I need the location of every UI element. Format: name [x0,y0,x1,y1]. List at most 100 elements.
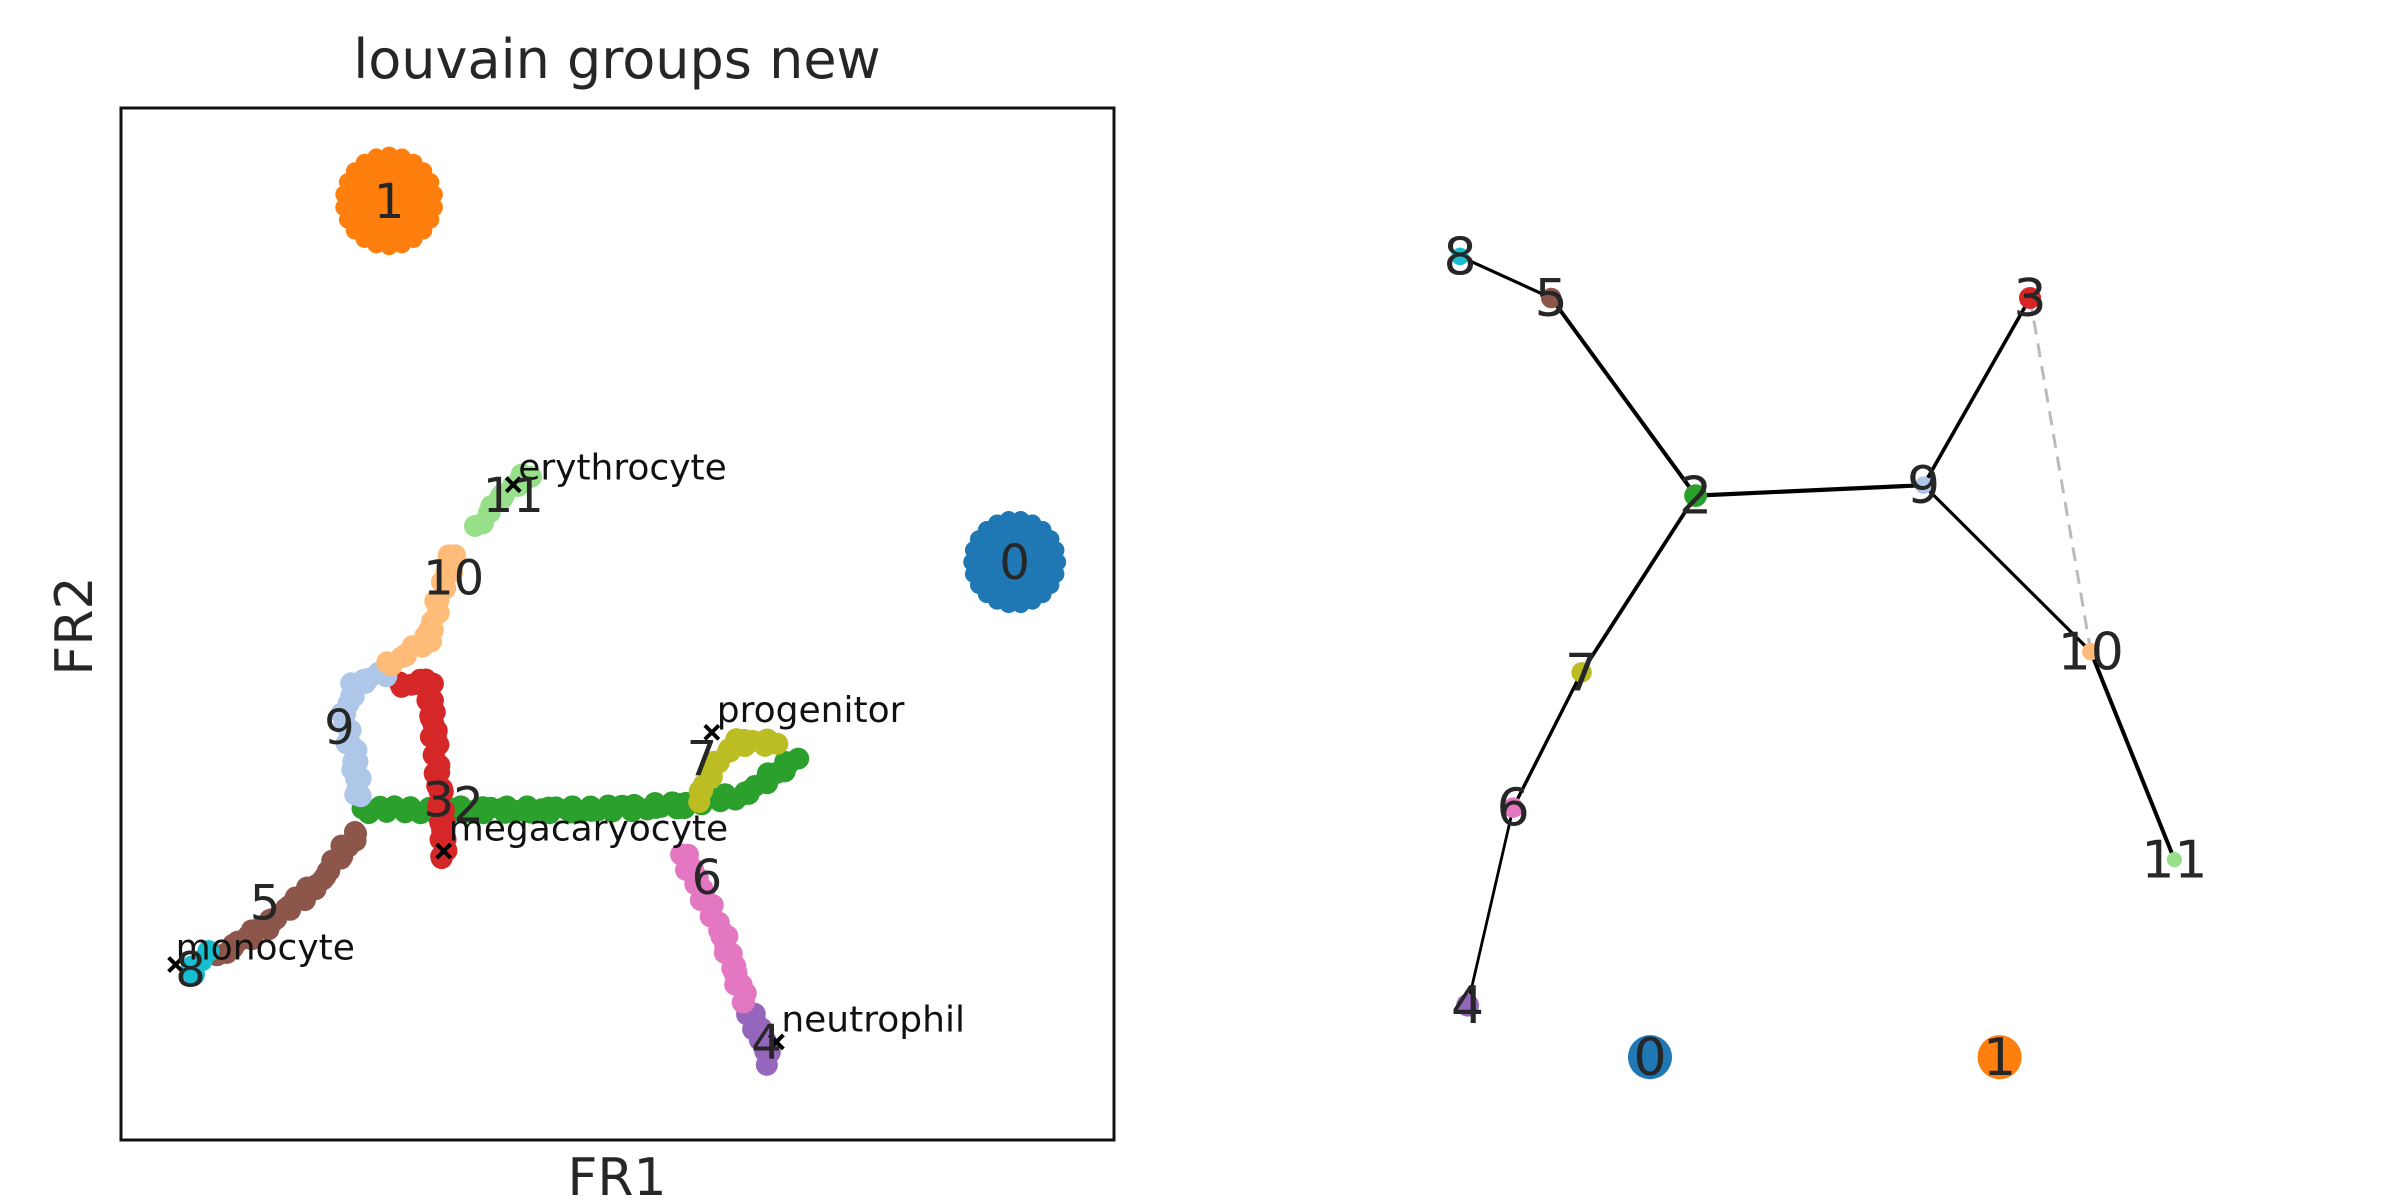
cluster-10-points [376,544,466,677]
scatter-cluster-label-1: 1 [374,174,405,230]
scatter-annotations: erythrocyte progenitor megacaryocyte monocy… [167,448,965,1051]
graph-node-label-3: 3 [2013,269,2046,329]
graph-node-circle-3 [2018,286,2042,310]
graph-edges [1459,254,2177,1006]
cluster-7-point [766,732,789,755]
cluster-1-core [341,153,437,249]
annotation-label-erythrocyte: erythrocyte [518,448,727,489]
edge-10-11 [2088,650,2177,861]
annotation-marker-megacaryocyte [435,842,453,860]
edge-6-4 [1466,807,1515,1006]
graph-node-5: 5 [1535,269,1568,329]
cluster-3-points [388,668,458,870]
graph-nodes: 0 1 2 3 4 5 6 7 8 9 10 11 [1443,227,2207,1088]
graph-node-circle-1 [1977,1035,2022,1080]
annotation-label-progenitor: progenitor [717,690,905,731]
y-axis-label: FR2 [45,576,105,675]
annotation-progenitor: progenitor [703,690,905,741]
annotation-megacaryocyte: megacaryocyte [435,809,728,860]
edge-9-10 [1922,484,2092,653]
cluster-5-point [345,822,368,845]
annotation-label-monocyte: monocyte [176,927,355,968]
cluster-8-points [181,940,220,986]
cluster-2-point [787,747,810,770]
graph-node-2: 2 [1679,467,1712,527]
graph-node-circle-10 [2082,642,2100,661]
scatter-cluster-label-10: 10 [423,551,484,607]
graph-node-circle-4 [1456,993,1479,1017]
scatter-axes-frame [119,106,1116,1142]
embedding-scatter-panel: louvain groups new erythrocyte progenitor… [45,28,1116,1200]
edge-8-5 [1459,254,1552,300]
cluster-0-core [970,517,1060,607]
cluster-8-point [197,940,220,963]
scatter-cluster-label-7: 7 [687,731,718,787]
annotation-marker-monocyte [167,956,185,973]
edge-9-3 [1922,297,2032,487]
edge-5-2 [1549,296,1698,497]
cluster-graph-panel: 0 1 2 3 4 5 6 7 8 9 10 11 [1443,227,2207,1088]
graph-node-7: 7 [1565,643,1598,703]
graph-node-circle-5 [1540,287,1562,309]
cluster-0-points [963,511,1067,614]
cluster-0-point [1046,541,1065,560]
scatter-cluster-label-4: 4 [751,1015,782,1071]
graph-node-9: 9 [1907,456,1940,516]
cluster-1-points [335,146,443,256]
graph-node-circle-0 [1627,1035,1673,1080]
cluster-7-points [688,728,789,814]
graph-node-8: 8 [1443,227,1476,287]
graph-node-label-4: 4 [1451,976,1484,1036]
annotation-label-neutrophil: neutrophil [781,1000,965,1041]
graph-node-circle-6 [1502,797,1524,818]
graph-node-label-1: 1 [1983,1028,2016,1088]
graph-node-label-9: 9 [1907,456,1940,516]
cluster-1-point [335,198,354,217]
graph-node-label-2: 2 [1679,467,1712,527]
graph-node-circle-2 [1684,484,1707,507]
graph-node-label-7: 7 [1565,643,1598,703]
graph-node-circle-7 [1571,662,1592,683]
graph-node-label-10: 10 [2058,623,2124,683]
graph-node-11: 11 [2141,831,2207,891]
scatter-cluster-label-0: 0 [999,535,1030,591]
graph-node-label-0: 0 [1633,1028,1666,1088]
graph-node-circle-9 [1914,476,1933,494]
annotation-marker-erythrocyte [504,476,522,494]
cluster-10-point [443,544,466,567]
annotation-erythrocyte: erythrocyte [504,448,727,494]
graph-node-circle-11 [2166,852,2182,868]
cluster-2-points [351,747,810,825]
cluster-1-point [424,185,443,204]
graph-node-circle-8 [1451,247,1469,266]
graph-node-label-6: 6 [1497,779,1530,839]
annotation-marker-progenitor [703,723,721,741]
graph-node-3: 3 [2013,269,2046,329]
scatter-cluster-label-3: 3 [423,772,454,828]
graph-node-0: 0 [1627,1028,1673,1088]
scatter-cluster-label-6: 6 [692,850,723,906]
cluster-11-point [520,465,543,488]
annotation-label-megacaryocyte: megacaryocyte [449,809,728,850]
x-axis-label: FR1 [567,1148,666,1200]
cluster-4-point [755,1053,778,1076]
cluster-6-points [670,843,757,1014]
graph-node-4: 4 [1451,976,1484,1036]
edge-2-7 [1580,494,1698,674]
cluster-4-points [732,992,781,1076]
annotation-monocyte: monocyte [167,927,355,973]
annotation-neutrophil: neutrophil [767,1000,965,1051]
edge-2-9 [1695,483,1924,498]
graph-node-10: 10 [2058,623,2124,683]
graph-node-6: 6 [1497,779,1530,839]
graph-node-label-11: 11 [2141,831,2207,891]
cluster-6-point [732,991,755,1014]
annotation-marker-neutrophil [767,1033,785,1051]
scatter-title: louvain groups new [353,28,880,91]
scatter-cluster-label-2: 2 [453,778,484,834]
scatter-clusters [181,146,1067,1076]
edge-3-10 [2028,297,2093,652]
scatter-cluster-label-8: 8 [175,943,206,999]
graph-node-label-5: 5 [1535,269,1568,329]
